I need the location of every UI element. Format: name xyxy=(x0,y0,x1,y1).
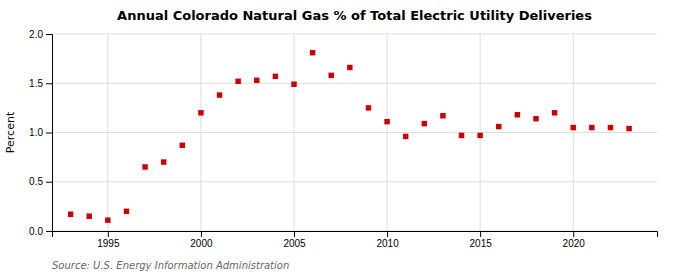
point xyxy=(291,81,296,86)
point xyxy=(570,125,575,130)
point xyxy=(589,125,594,130)
tick-mark xyxy=(46,34,52,35)
tick-label: 2005 xyxy=(283,238,306,249)
tick-mark xyxy=(573,231,574,237)
point xyxy=(328,73,333,78)
point xyxy=(626,126,631,131)
tick-mark xyxy=(46,83,52,84)
point xyxy=(440,113,445,118)
point xyxy=(68,212,73,217)
point xyxy=(198,110,203,115)
y-axis-title: Percent xyxy=(4,111,17,153)
tick-label: 2015 xyxy=(470,238,493,249)
point xyxy=(161,159,166,164)
tick-label: 1.5 xyxy=(29,78,43,89)
point xyxy=(477,133,482,138)
point xyxy=(180,143,185,148)
tick-mark xyxy=(46,182,52,183)
tick: 1.5 xyxy=(29,78,52,89)
point xyxy=(533,116,538,121)
tick-mark xyxy=(294,231,295,237)
tick: 0.0 xyxy=(29,226,52,237)
tick: 1995 xyxy=(97,231,120,249)
grid xyxy=(52,34,657,231)
grid-line xyxy=(107,34,108,231)
tick-label: 1.0 xyxy=(29,127,43,138)
tick-mark xyxy=(480,231,481,237)
point xyxy=(403,134,408,139)
point xyxy=(422,121,427,126)
plot-area: 1995 2000 2005 2010 2015 2020 0.0 0.5 1.0 1.5 2.0 xyxy=(29,29,657,249)
grid-line xyxy=(52,83,657,84)
tick-label: 0.5 xyxy=(29,176,43,187)
grid-line xyxy=(387,34,388,231)
chart: 1995 2000 2005 2010 2015 2020 0.0 0.5 1.0 1.5 2.0 A… xyxy=(0,0,675,275)
x-axis: 1995 2000 2005 2010 2015 2020 xyxy=(53,231,658,249)
tick: 2020 xyxy=(563,231,586,249)
tick-mark xyxy=(46,231,52,232)
tick: 2015 xyxy=(470,231,493,249)
tick-label: 2020 xyxy=(563,238,586,249)
point xyxy=(105,217,110,222)
tick-label: 0.0 xyxy=(29,226,43,237)
point xyxy=(459,133,464,138)
title: Annual Colorado Natural Gas % of Total E… xyxy=(117,8,592,23)
point xyxy=(310,50,315,55)
point xyxy=(86,213,91,218)
tick: 0.5 xyxy=(29,176,52,187)
y-axis: 0.0 0.5 1.0 1.5 2.0 xyxy=(29,29,52,237)
grid-line xyxy=(200,34,201,231)
point xyxy=(552,110,557,115)
point xyxy=(366,105,371,110)
axis-line xyxy=(46,35,53,232)
grid-line xyxy=(480,34,481,231)
point xyxy=(496,124,501,129)
point xyxy=(142,164,147,169)
grid-line xyxy=(52,34,657,35)
source-note: Source: U.S. Energy Information Administ… xyxy=(52,260,289,271)
tick-label: 1995 xyxy=(97,238,120,249)
point xyxy=(273,74,278,79)
axis-line xyxy=(53,232,658,238)
tick-label: 2000 xyxy=(190,238,213,249)
tick: 2000 xyxy=(190,231,213,249)
grid-line xyxy=(294,34,295,231)
tick-mark xyxy=(46,133,52,134)
tick-mark xyxy=(387,231,388,237)
point xyxy=(515,112,520,117)
points xyxy=(68,50,632,223)
tick: 2010 xyxy=(376,231,399,249)
point xyxy=(124,209,129,214)
grid-line xyxy=(573,34,574,231)
point xyxy=(608,125,613,130)
point xyxy=(254,78,259,83)
grid-line xyxy=(52,181,657,182)
tick: 2.0 xyxy=(29,29,52,40)
grid-line xyxy=(52,132,657,133)
tick-label: 2.0 xyxy=(29,29,43,40)
tick-mark xyxy=(108,231,109,237)
tick: 2005 xyxy=(283,231,306,249)
point xyxy=(347,65,352,70)
tick-mark xyxy=(201,231,202,237)
point xyxy=(235,79,240,84)
tick-label: 2010 xyxy=(376,238,399,249)
point xyxy=(217,92,222,97)
point xyxy=(384,119,389,124)
tick: 1.0 xyxy=(29,127,52,138)
